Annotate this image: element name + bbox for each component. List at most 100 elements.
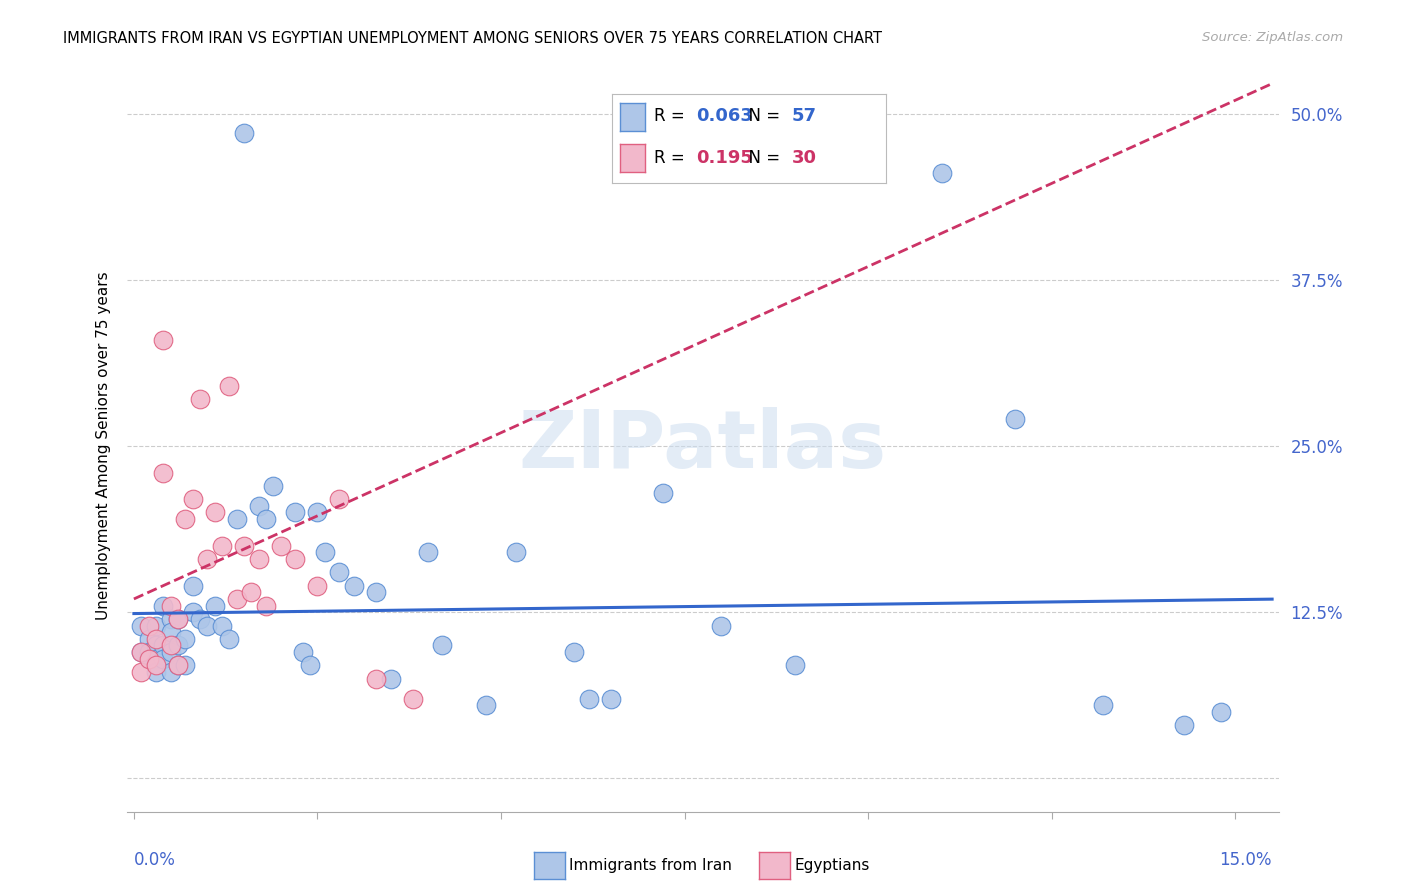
Point [291,645,314,659]
Point [651,485,673,500]
Point [152,599,174,613]
Point [145,632,167,646]
Point [307,506,329,520]
Text: Source: ZipAtlas.com: Source: ZipAtlas.com [1202,31,1343,45]
Point [1173,718,1195,732]
Text: N =: N = [738,107,786,125]
Text: Immigrants from Iran: Immigrants from Iran [569,858,733,872]
Text: N =: N = [738,149,786,167]
Point [152,639,174,653]
Point [181,492,204,507]
Text: 57: 57 [792,107,817,125]
Text: IMMIGRANTS FROM IRAN VS EGYPTIAN UNEMPLOYMENT AMONG SENIORS OVER 75 YEARS CORREL: IMMIGRANTS FROM IRAN VS EGYPTIAN UNEMPLO… [63,31,883,46]
Text: 0.063: 0.063 [696,107,752,125]
Point [152,333,174,347]
Point [284,552,307,566]
Point [188,392,211,407]
Point [299,658,322,673]
Point [254,512,277,526]
Point [233,539,256,553]
Point [211,618,233,632]
Point [505,545,527,559]
Point [138,652,160,666]
Point [167,658,190,673]
Point [167,658,190,673]
Point [328,492,350,507]
Point [204,506,226,520]
Y-axis label: Unemployment Among Seniors over 75 years: Unemployment Among Seniors over 75 years [96,272,111,620]
Point [578,691,600,706]
Point [328,566,350,580]
Text: R =: R = [654,149,695,167]
Point [240,585,263,599]
Point [402,691,425,706]
Point [159,639,181,653]
Point [181,605,204,619]
Point [233,127,256,141]
Point [432,639,454,653]
Point [931,166,953,180]
Point [564,645,586,659]
Point [152,466,174,480]
Point [247,552,270,566]
Point [225,591,247,606]
Point [159,625,181,640]
Point [145,665,167,679]
Point [218,632,240,646]
Point [145,618,167,632]
Point [416,545,439,559]
Point [167,612,190,626]
Point [366,585,388,599]
Point [366,672,388,686]
Point [314,545,336,559]
Point [195,618,218,632]
Point [145,639,167,653]
Point [138,618,160,632]
Text: 0.0%: 0.0% [134,851,176,869]
Point [129,665,152,679]
Point [1004,412,1026,426]
Point [211,539,233,553]
Point [138,652,160,666]
Point [129,645,152,659]
Point [475,698,498,713]
Point [152,652,174,666]
Point [159,665,181,679]
Point [167,639,190,653]
Point [218,379,240,393]
Point [195,552,218,566]
Text: R =: R = [654,107,690,125]
Point [167,612,190,626]
Point [783,658,806,673]
Point [145,658,167,673]
Point [1209,705,1232,719]
Point [600,691,623,706]
Point [262,479,284,493]
Point [254,599,277,613]
Point [270,539,292,553]
Text: 30: 30 [792,149,817,167]
Point [174,658,197,673]
Point [138,632,160,646]
Point [188,612,211,626]
Point [159,599,181,613]
Point [380,672,402,686]
Point [129,645,152,659]
Point [181,579,204,593]
Point [138,645,160,659]
Text: ZIPatlas: ZIPatlas [519,407,887,485]
Text: Egyptians: Egyptians [794,858,870,872]
Point [129,618,152,632]
Point [159,612,181,626]
Point [204,599,226,613]
Point [174,512,197,526]
Point [710,618,733,632]
Point [159,645,181,659]
Point [174,632,197,646]
Point [145,652,167,666]
Point [225,512,247,526]
Point [343,579,366,593]
Point [307,579,329,593]
Point [1092,698,1115,713]
Point [247,499,270,513]
